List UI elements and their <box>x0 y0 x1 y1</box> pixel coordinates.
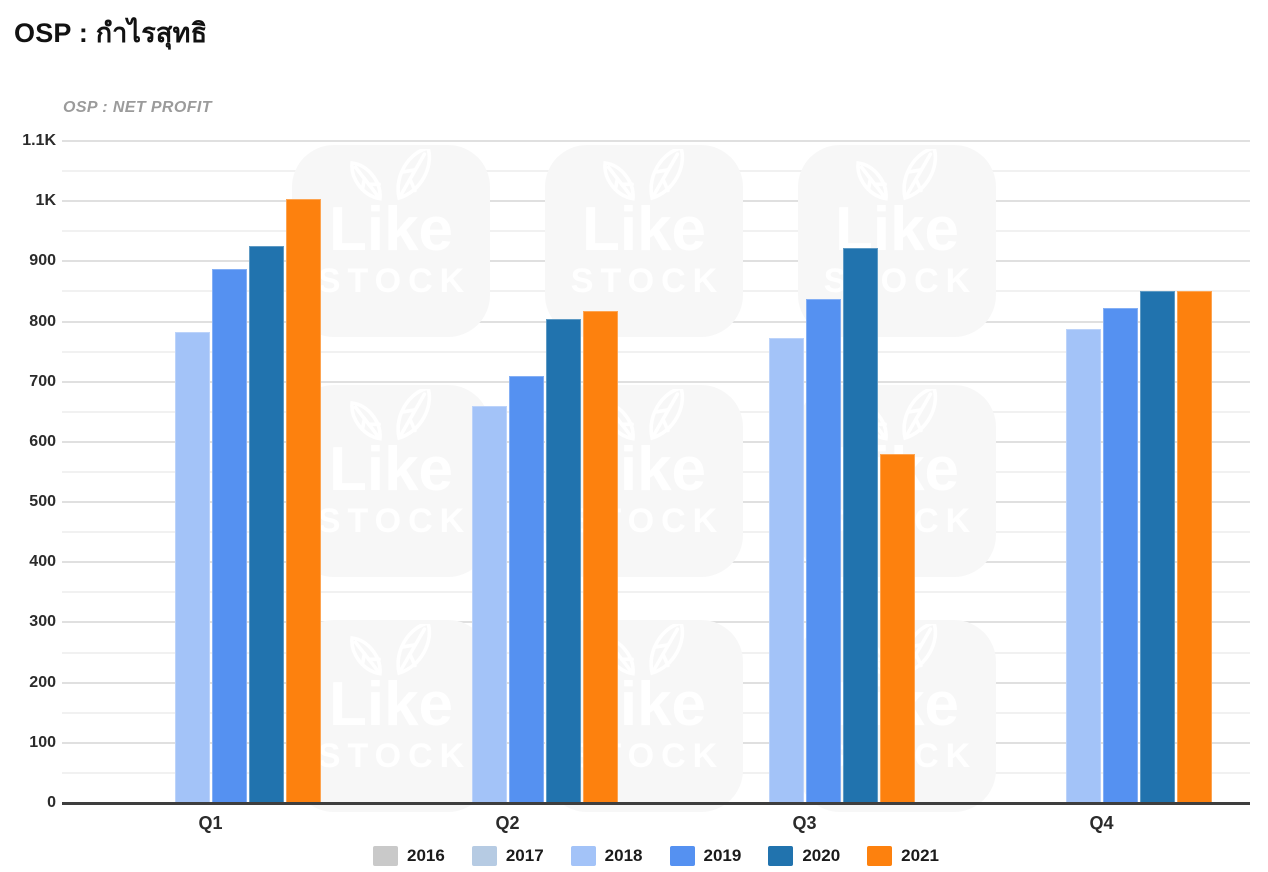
gridline-major <box>62 380 1250 383</box>
bar-2019-q1[interactable] <box>211 268 247 803</box>
bar-2018-q2[interactable] <box>471 405 507 803</box>
two-leaves-icon <box>856 149 938 201</box>
x-axis-label-q3: Q3 <box>792 813 817 833</box>
two-leaves-icon <box>603 149 685 201</box>
y-tick-label: 200 <box>29 673 56 691</box>
bar-2019-q2[interactable] <box>508 375 544 803</box>
legend-label-2020: 2020 <box>802 846 841 865</box>
bar-2021-q2[interactable] <box>582 310 618 803</box>
two-leaves-icon <box>350 624 432 676</box>
legend-item-2018[interactable]: 2018 <box>570 846 643 866</box>
legend-swatch-2018 <box>570 846 596 866</box>
page-title: OSP : กำไรสุทธิ <box>14 18 208 48</box>
watermark-text-like: Like <box>328 435 454 504</box>
bar-2020-q3[interactable] <box>842 248 878 803</box>
legend-item-2019[interactable]: 2019 <box>669 846 742 866</box>
y-tick-label: 300 <box>29 613 56 631</box>
bar-group-q2 <box>359 141 656 803</box>
y-tick-label: 100 <box>29 733 56 751</box>
y-tick-label: 500 <box>29 493 56 511</box>
legend-label-2017: 2017 <box>505 846 544 865</box>
x-axis-line <box>62 802 1250 805</box>
legend-swatch-2017 <box>471 846 497 866</box>
y-tick-label: 1.1K <box>22 132 56 149</box>
watermark-text-like: Like <box>328 195 454 264</box>
bar-2018-q3[interactable] <box>768 338 804 803</box>
y-tick-label: 800 <box>29 312 56 330</box>
bar-2018-q1[interactable] <box>174 331 210 803</box>
legend-label-2016: 2016 <box>407 846 445 865</box>
y-tick-label: 600 <box>29 432 56 450</box>
x-axis-label-q4: Q4 <box>1089 813 1114 833</box>
two-leaves-icon <box>350 149 432 201</box>
legend-swatch-2019 <box>669 846 695 866</box>
legend-item-2016[interactable]: 2016 <box>373 846 445 866</box>
gridline-major <box>62 140 1250 142</box>
bar-group-q1 <box>62 141 359 803</box>
bar-2019-q4[interactable] <box>1102 308 1138 803</box>
legend-item-2020[interactable]: 2020 <box>768 846 840 866</box>
watermark-text-like: Like <box>328 670 454 739</box>
bar-2020-q1[interactable] <box>248 246 284 803</box>
gridline-minor <box>62 350 1250 353</box>
x-axis-label-q2: Q2 <box>495 813 520 833</box>
chart-subtitle: OSP : NET PROFIT <box>63 99 212 116</box>
bar-2020-q2[interactable] <box>545 318 581 803</box>
bar-2019-q3[interactable] <box>805 299 841 803</box>
legend-item-2017[interactable]: 2017 <box>471 846 544 866</box>
legend-item-2021[interactable]: 2021 <box>867 846 939 866</box>
watermark-text-stock: STOCK <box>570 262 725 300</box>
watermark-text-stock: STOCK <box>317 502 472 540</box>
y-tick-label: 400 <box>29 553 56 571</box>
watermark-text-stock: STOCK <box>317 737 472 775</box>
bar-2018-q4[interactable] <box>1065 328 1101 803</box>
bar-2020-q4[interactable] <box>1139 290 1175 803</box>
watermark-text-stock: STOCK <box>317 262 472 300</box>
legend-swatch-2020 <box>768 846 794 866</box>
x-axis-label-q1: Q1 <box>198 813 223 833</box>
watermark-text-like: Like <box>581 195 707 264</box>
y-tick-label: 900 <box>29 252 56 270</box>
legend-label-2021: 2021 <box>901 846 939 865</box>
chart-legend: 2016 2017 2018 2019 2020 2021 <box>62 843 1250 869</box>
bar-2021-q3[interactable] <box>879 453 915 803</box>
legend-swatch-2021 <box>867 846 893 866</box>
bar-group-q3 <box>656 141 953 803</box>
bar-group-q4 <box>953 141 1250 803</box>
y-axis-labels: 0 100 200 300 400 500 600 700 800 900 1K 1.1K <box>0 132 56 811</box>
legend-swatch-2016 <box>373 846 399 866</box>
bar-2021-q1[interactable] <box>285 199 321 803</box>
y-tick-label: 1K <box>35 192 56 210</box>
y-tick-label: 0 <box>47 794 56 811</box>
bar-2021-q4[interactable] <box>1176 291 1212 803</box>
two-leaves-icon <box>350 389 432 441</box>
legend-label-2018: 2018 <box>604 846 643 865</box>
gridline-minor <box>62 591 1250 594</box>
y-tick-label: 700 <box>29 372 56 390</box>
legend-label-2019: 2019 <box>703 846 742 865</box>
